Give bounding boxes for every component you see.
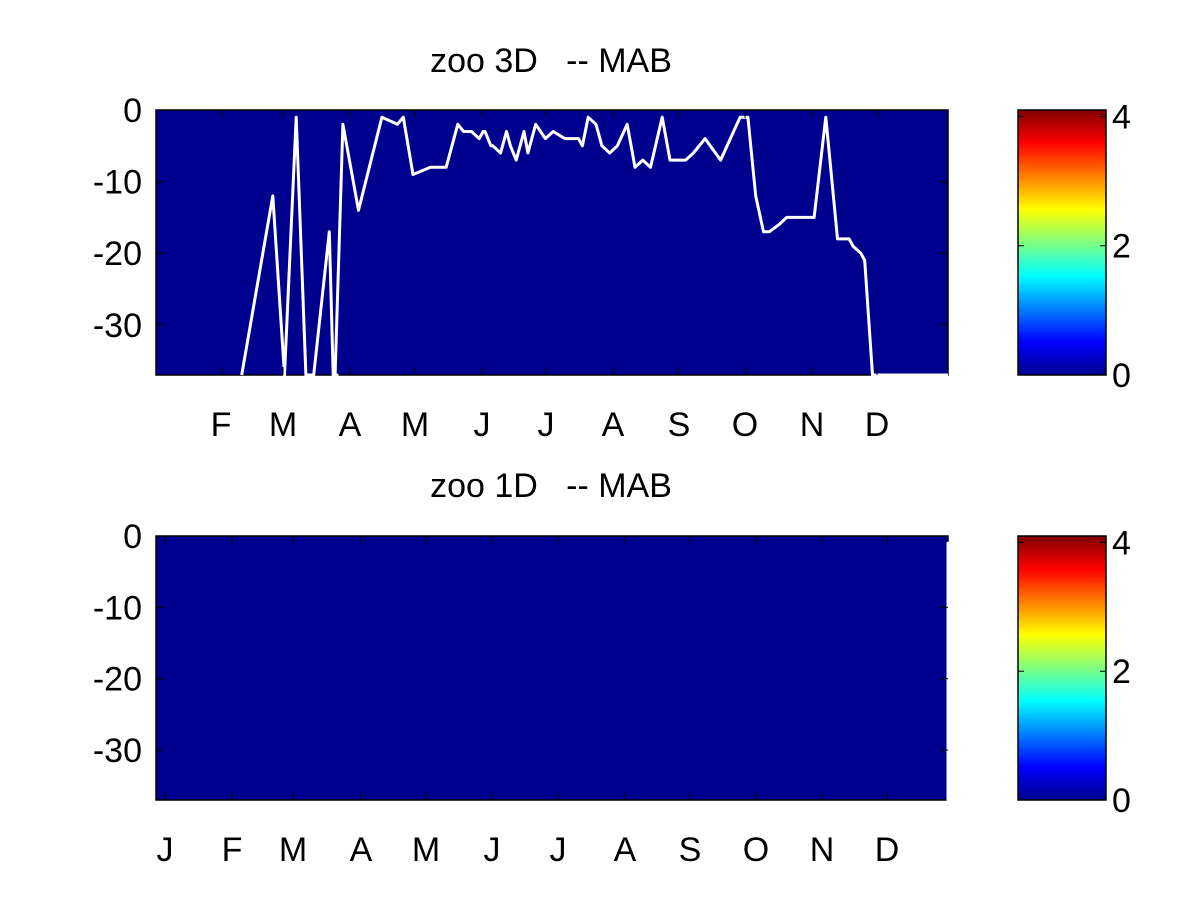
x-tick-label: J: [484, 831, 501, 869]
x-tick-label: N: [800, 406, 825, 444]
colorbar-tick-group-2: 0 2 4: [1018, 524, 1131, 820]
chart-title-2: zoo 1D -- MAB: [430, 467, 672, 505]
x-tick-label: F: [222, 831, 243, 869]
x-tick-label: A: [339, 406, 362, 444]
x-tick-label: A: [350, 831, 373, 869]
x-tick-label: J: [157, 831, 174, 869]
y-tick-label: 0: [123, 518, 142, 556]
x-tick-label: M: [269, 406, 297, 444]
colorbar-tick-label: 2: [1112, 228, 1131, 266]
x-tick-label: J: [550, 831, 567, 869]
x-tick-label: D: [875, 831, 900, 869]
x-tick-label: N: [810, 831, 835, 869]
x-tick-label: O: [743, 831, 769, 869]
x-tick-label: O: [732, 406, 758, 444]
y-tick-group-1: 0 -10 -20 -30: [93, 92, 948, 345]
x-tick-label: S: [679, 831, 702, 869]
colorbar-tick-label: 0: [1112, 357, 1131, 395]
x-tick-label: S: [668, 406, 691, 444]
chart-title-1: zoo 3D -- MAB: [430, 42, 672, 80]
colorbar-tick-group-1: 0 2 4: [1018, 98, 1131, 395]
x-tick-label: J: [474, 406, 491, 444]
colorbar-tick-label: 4: [1112, 98, 1131, 136]
x-tick-label: A: [602, 406, 625, 444]
x-tick-label: M: [279, 831, 307, 869]
colorbar-2: [1017, 535, 1107, 801]
y-tick-label: 0: [123, 92, 142, 130]
y-tick-label: -30: [93, 307, 142, 345]
x-tick-label: D: [865, 406, 890, 444]
x-tick-label: F: [211, 406, 232, 444]
x-tick-label: J: [538, 406, 555, 444]
colorbar-tick-label: 0: [1112, 782, 1131, 820]
colorbar-1: [1017, 109, 1107, 376]
y-tick-label: -20: [93, 235, 142, 273]
y-tick-label: -10: [93, 164, 142, 202]
x-tick-label: M: [401, 406, 429, 444]
y-tick-label: -30: [93, 732, 142, 770]
y-tick-label: -20: [93, 661, 142, 699]
mld-line-1: [240, 115, 948, 377]
colorbar-tick-label: 2: [1112, 653, 1131, 691]
colorbar-tick-label: 4: [1112, 524, 1131, 562]
y-tick-label: -10: [93, 589, 142, 627]
x-tick-label: M: [412, 831, 440, 869]
plot-area-2: [155, 535, 949, 801]
x-tick-label: A: [614, 831, 637, 869]
y-tick-group-2: 0 -10 -20 -30: [93, 518, 948, 770]
